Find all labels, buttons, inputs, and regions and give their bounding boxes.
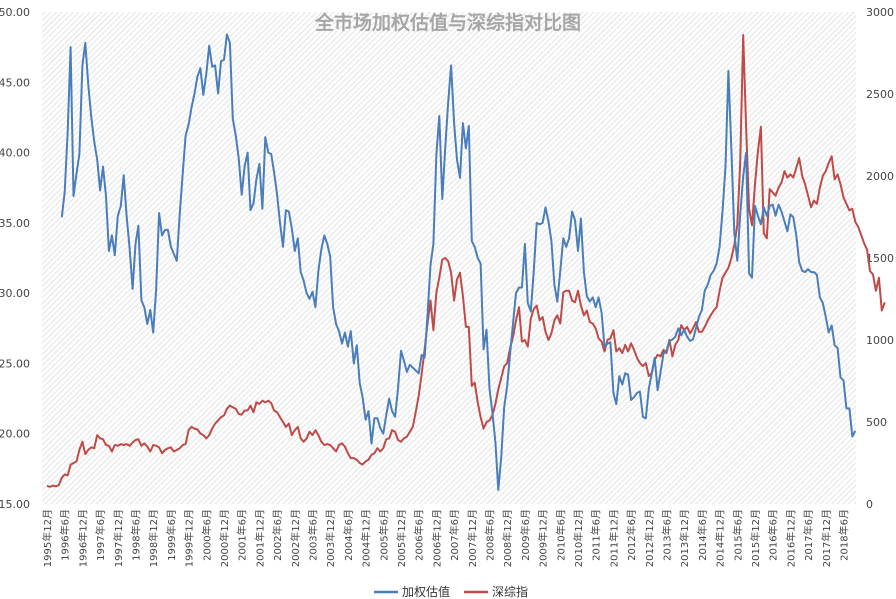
x-tick-label: 2011年12月 xyxy=(607,509,620,567)
x-tick-label: 2013年6月 xyxy=(661,509,674,561)
x-tick-label: 2003年6月 xyxy=(307,509,320,561)
series-layer xyxy=(46,33,886,491)
x-tick-label: 1996年6月 xyxy=(59,509,72,561)
left-tick-label: 30.00 xyxy=(0,287,30,300)
series-line-1 xyxy=(46,34,886,488)
right-tick-label: 2500 xyxy=(866,88,894,101)
x-tick-label: 1996年12月 xyxy=(76,509,89,567)
legend-label-1: 深综指 xyxy=(492,584,528,599)
right-tick-label: 2000 xyxy=(866,170,894,183)
right-tick-label: 1500 xyxy=(866,252,894,265)
x-tick-label: 1995年12月 xyxy=(41,509,54,567)
right-tick-label: 1000 xyxy=(866,334,894,347)
x-tick-label: 1998年12月 xyxy=(147,509,160,567)
x-tick-label: 2010年12月 xyxy=(572,509,585,567)
legend-label-0: 加权估值 xyxy=(402,584,450,599)
x-tick-label: 2007年6月 xyxy=(448,509,461,561)
x-tick-label: 2013年12月 xyxy=(678,509,691,567)
right-tick-label: 0 xyxy=(866,498,873,511)
x-tick-label: 2002年12月 xyxy=(289,509,302,567)
left-tick-label: 40.00 xyxy=(0,147,30,160)
right-tick-label: 3000 xyxy=(866,6,894,19)
x-tick-label: 2017年12月 xyxy=(820,509,833,567)
x-tick-label: 2001年12月 xyxy=(253,509,266,567)
x-tick-label: 2006年6月 xyxy=(413,509,426,561)
x-tick-label: 2004年12月 xyxy=(360,509,373,567)
x-tick-label: 2016年6月 xyxy=(767,509,780,561)
x-tick-label: 2018年6月 xyxy=(838,509,851,561)
x-tick-label: 1997年6月 xyxy=(94,509,107,561)
x-tick-label: 2008年6月 xyxy=(484,509,497,561)
x-tick-label: 1999年6月 xyxy=(165,509,178,561)
chart-title: 全市场加权估值与深综指对比图 xyxy=(314,11,581,34)
left-tick-label: 45.00 xyxy=(0,76,30,89)
left-tick-label: 15.00 xyxy=(0,498,30,511)
x-tick-label: 2001年6月 xyxy=(236,509,249,561)
legend: 加权估值 深综指 xyxy=(374,584,528,599)
x-tick-label: 2000年12月 xyxy=(218,509,231,567)
x-tick-label: 2009年6月 xyxy=(519,509,532,561)
x-tick-label: 2002年6月 xyxy=(271,509,284,561)
x-tick-label: 2005年6月 xyxy=(377,509,390,561)
left-tick-label: 25.00 xyxy=(0,357,30,370)
x-tick-label: 2014年12月 xyxy=(714,509,727,567)
x-tick-label: 2012年6月 xyxy=(625,509,638,561)
x-tick-label: 2015年12月 xyxy=(749,509,762,567)
x-tick-label: 2004年6月 xyxy=(342,509,355,561)
x-tick-label: 2017年6月 xyxy=(802,509,815,561)
x-tick-label: 2000年6月 xyxy=(200,509,213,561)
left-axis-ticks: 15.00 20.00 25.00 30.00 35.00 40.00 45.00 50.00 xyxy=(0,6,30,511)
x-tick-label: 2011年6月 xyxy=(590,509,603,561)
right-axis-ticks: 0 500 1000 1500 2000 2500 3000 xyxy=(866,6,894,511)
x-tick-label: 1997年12月 xyxy=(112,509,125,567)
x-tick-label: 1999年12月 xyxy=(183,509,196,567)
x-tick-label: 1998年6月 xyxy=(130,509,143,561)
x-tick-label: 2005年12月 xyxy=(395,509,408,567)
x-tick-label: 2008年12月 xyxy=(501,509,514,567)
x-tick-label: 2014年6月 xyxy=(696,509,709,561)
series-line-0 xyxy=(60,33,857,491)
left-tick-label: 50.00 xyxy=(0,6,30,19)
x-tick-label: 2003年12月 xyxy=(324,509,337,567)
x-tick-label: 2015年6月 xyxy=(731,509,744,561)
x-tick-label: 2016年12月 xyxy=(784,509,797,567)
x-tick-label: 2006年12月 xyxy=(430,509,443,567)
right-tick-label: 500 xyxy=(866,416,887,429)
x-axis-ticks: 1995年12月 1996年6月 1996年12月 1997年6月 1997年12月 19… xyxy=(41,509,851,567)
left-tick-label: 20.00 xyxy=(0,428,30,441)
x-tick-label: 2007年12月 xyxy=(466,509,479,567)
x-tick-label: 2009年12月 xyxy=(537,509,550,567)
x-tick-label: 2012年12月 xyxy=(643,509,656,567)
left-tick-label: 35.00 xyxy=(0,217,30,230)
x-tick-label: 2010年6月 xyxy=(554,509,567,561)
